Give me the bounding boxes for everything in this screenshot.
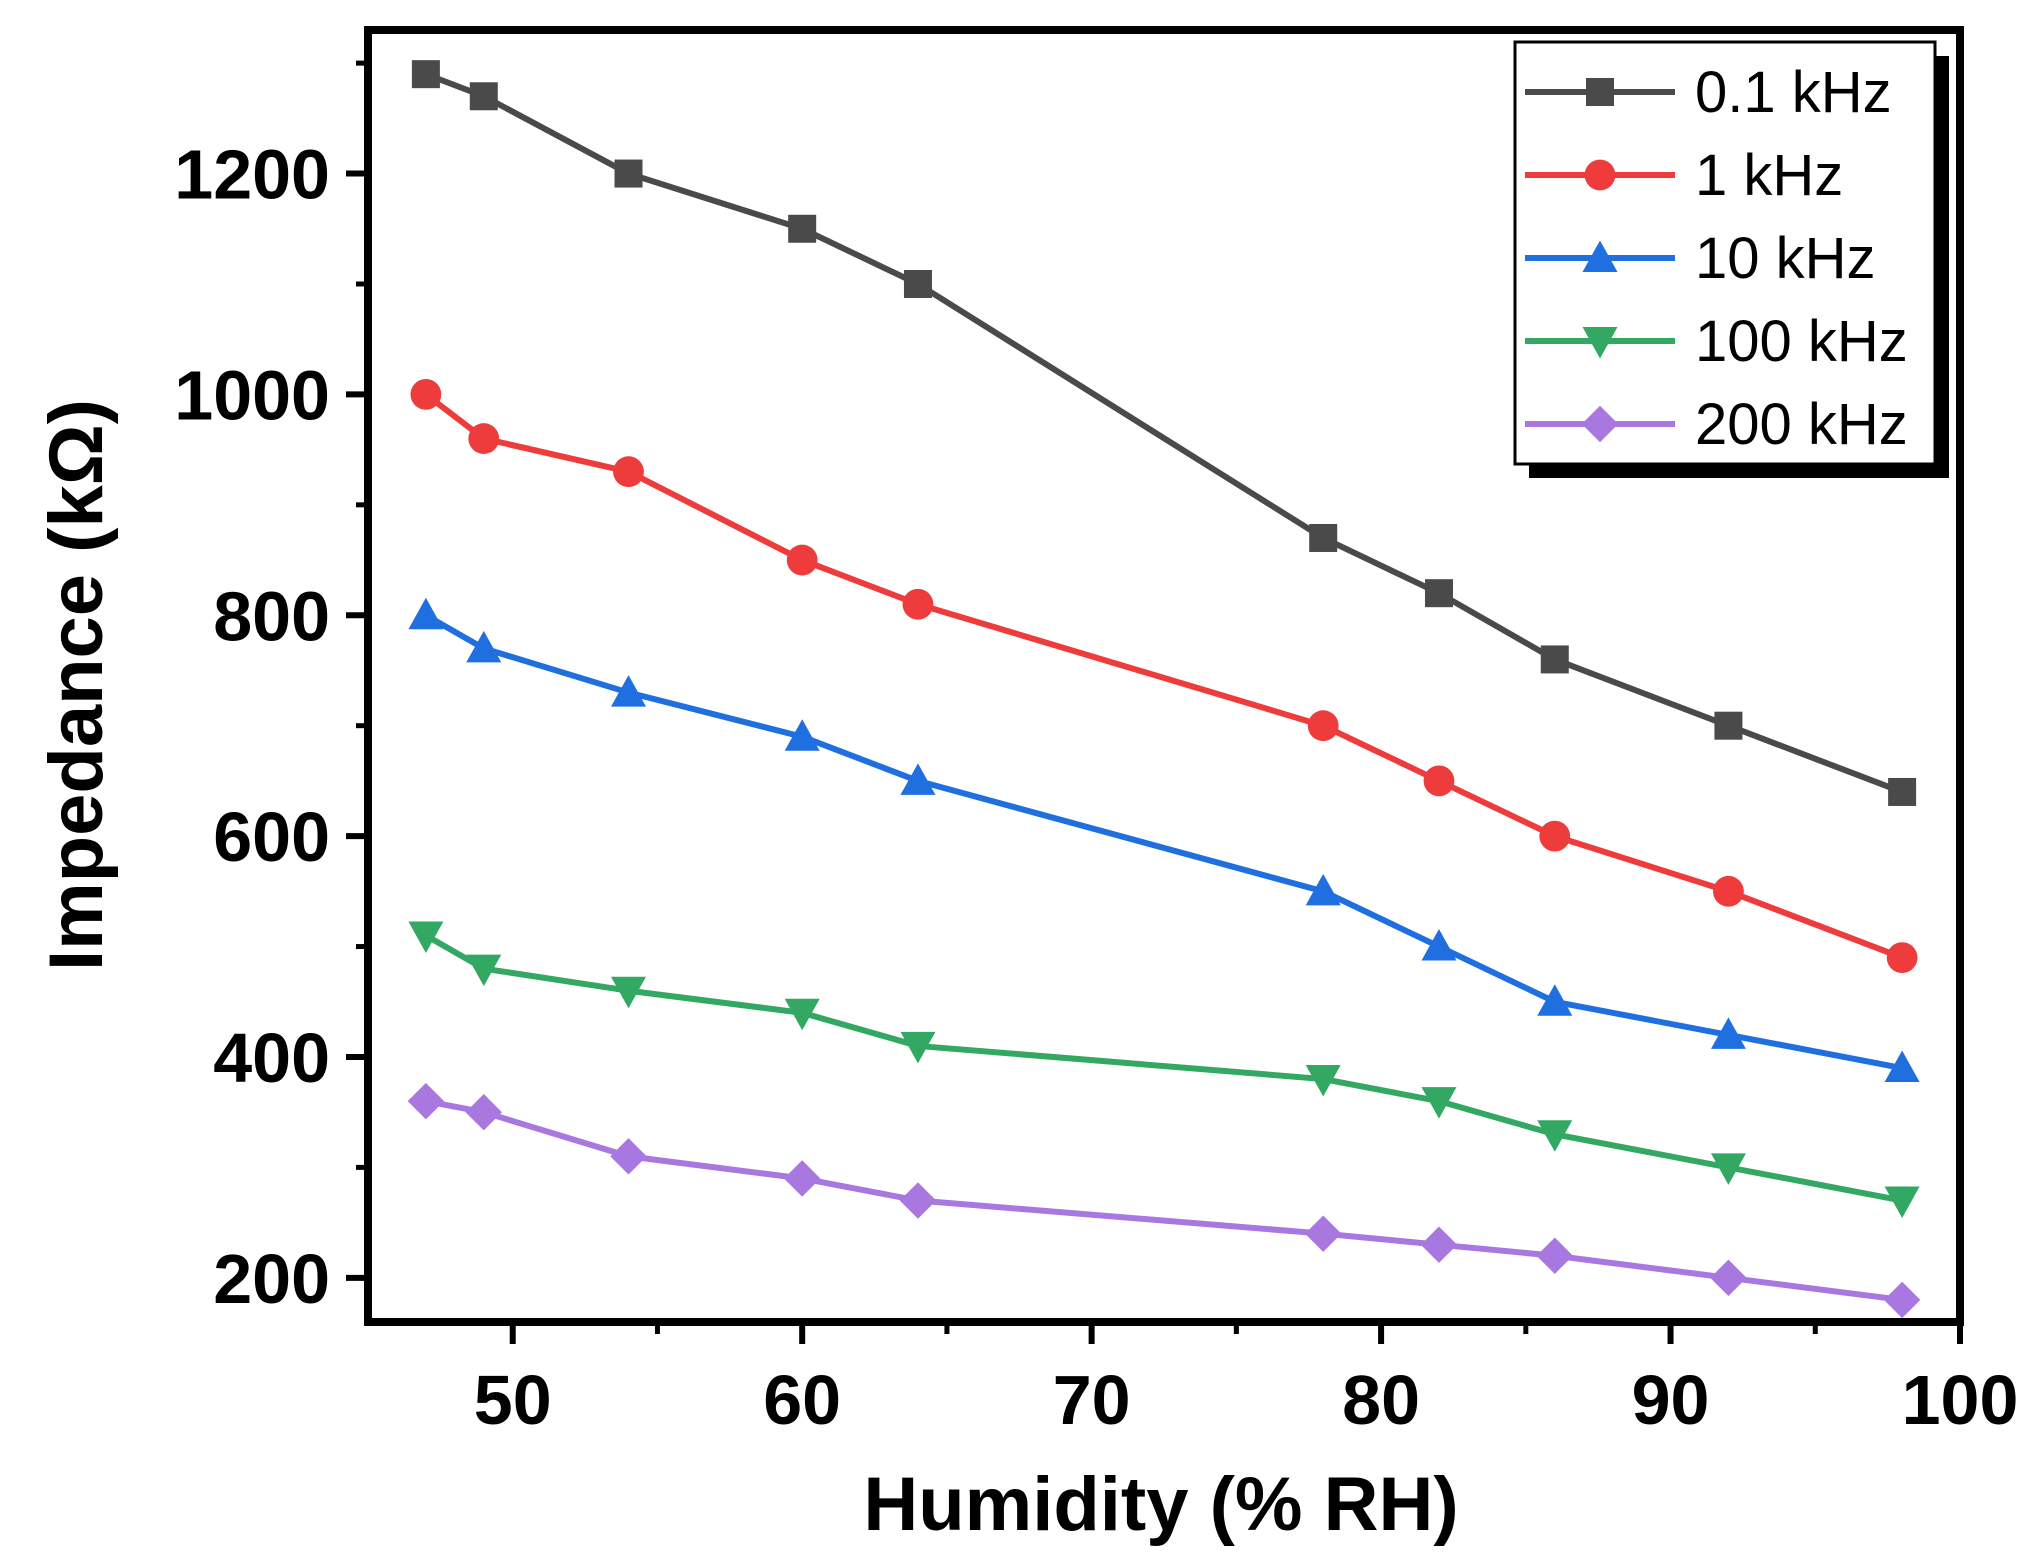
y-tick-label: 800 bbox=[213, 577, 330, 655]
series-10-khz bbox=[408, 597, 1920, 1083]
legend-box bbox=[1513, 40, 1937, 466]
x-axis-title: Humidity (% RH) bbox=[863, 1462, 1458, 1547]
data-point bbox=[411, 60, 440, 89]
data-point bbox=[784, 998, 820, 1031]
data-point bbox=[613, 456, 644, 488]
data-point bbox=[1421, 1087, 1457, 1119]
data-point bbox=[1713, 875, 1744, 907]
data-point bbox=[1710, 1017, 1746, 1049]
legend-entry: 0.1 kHz bbox=[1525, 60, 1892, 125]
series-0-1-khz bbox=[411, 60, 1917, 806]
data-point bbox=[614, 159, 643, 188]
data-point bbox=[788, 214, 817, 243]
data-point bbox=[1309, 523, 1338, 552]
legend-entry: 1 kHz bbox=[1525, 143, 1843, 208]
y-tick-label: 400 bbox=[213, 1019, 330, 1097]
y-tick-label: 1000 bbox=[174, 356, 330, 434]
data-point bbox=[1714, 711, 1743, 740]
data-point bbox=[899, 1182, 937, 1219]
x-tick-label: 60 bbox=[763, 1361, 841, 1439]
plot-frame bbox=[364, 26, 1964, 1326]
data-point bbox=[407, 1082, 445, 1120]
data-point bbox=[1886, 942, 1918, 973]
series-line bbox=[424, 392, 1904, 961]
data-point bbox=[1305, 1215, 1342, 1252]
data-point bbox=[902, 588, 934, 620]
legend-marker bbox=[1586, 78, 1614, 106]
data-point bbox=[611, 976, 647, 1009]
data-point bbox=[1883, 1281, 1921, 1319]
data-point bbox=[465, 1093, 502, 1131]
data-point bbox=[1305, 873, 1341, 906]
data-point bbox=[1540, 645, 1569, 674]
data-point bbox=[468, 423, 500, 454]
data-point bbox=[784, 719, 820, 751]
legend-marker bbox=[1582, 240, 1618, 272]
legend-entry: 100 kHz bbox=[1525, 309, 1908, 374]
x-tick-label: 80 bbox=[1342, 1361, 1420, 1439]
data-point bbox=[900, 763, 936, 795]
legend-entry: 200 kHz bbox=[1525, 392, 1908, 457]
legend-label: 0.1 kHz bbox=[1695, 60, 1892, 125]
data-point bbox=[611, 675, 647, 707]
y-axis-title: Impedance (kΩ) bbox=[34, 399, 119, 971]
data-point bbox=[1536, 1237, 1573, 1274]
data-point bbox=[786, 544, 818, 576]
axes-layer: 50 60 70 80 90 100 200 400 600 800 1000 1200 bbox=[174, 26, 2019, 1439]
series-line bbox=[424, 932, 1903, 1204]
data-point bbox=[408, 921, 444, 954]
data-point bbox=[900, 1031, 936, 1064]
series-layer bbox=[407, 60, 1921, 1319]
x-tick-label: 50 bbox=[474, 1361, 552, 1439]
data-point bbox=[469, 82, 498, 111]
data-point bbox=[1537, 1120, 1573, 1152]
data-point bbox=[610, 1138, 647, 1175]
series-100-khz bbox=[408, 921, 1920, 1219]
x-tick-label: 70 bbox=[1053, 1361, 1131, 1439]
legend-marker bbox=[1582, 327, 1618, 359]
legend-label: 1 kHz bbox=[1695, 143, 1843, 208]
data-point bbox=[783, 1160, 821, 1197]
data-point bbox=[1884, 1050, 1920, 1083]
data-point bbox=[1420, 1226, 1458, 1263]
x-tick-label: 100 bbox=[1902, 1361, 2019, 1439]
legend-layer: 0.1 kHz 1 kHz 10 kHz 100 kHz 200 kHz bbox=[1513, 40, 1949, 478]
legend-label: 100 kHz bbox=[1695, 309, 1908, 374]
x-tick-label: 90 bbox=[1632, 1361, 1710, 1439]
data-point bbox=[1888, 777, 1917, 806]
series-line bbox=[424, 71, 1904, 795]
series-1-khz bbox=[410, 379, 1918, 973]
data-point bbox=[1424, 579, 1453, 608]
legend-entry: 10 kHz bbox=[1525, 226, 1876, 291]
data-point bbox=[1710, 1259, 1747, 1297]
y-tick-label: 1200 bbox=[174, 136, 330, 214]
data-point bbox=[903, 269, 932, 298]
y-tick-label: 200 bbox=[213, 1240, 330, 1318]
data-point bbox=[1710, 1153, 1746, 1185]
legend-marker bbox=[1581, 405, 1619, 443]
data-point bbox=[1537, 984, 1573, 1016]
data-point bbox=[1539, 820, 1571, 852]
data-point bbox=[466, 630, 502, 663]
data-point bbox=[1421, 929, 1457, 961]
data-point bbox=[1423, 765, 1455, 797]
data-point bbox=[408, 597, 444, 630]
data-point bbox=[1305, 1065, 1341, 1097]
series-200-khz bbox=[407, 1082, 1921, 1319]
series-line bbox=[424, 612, 1903, 1071]
series-line bbox=[425, 1098, 1903, 1303]
data-point bbox=[466, 954, 502, 987]
data-point bbox=[1307, 710, 1339, 742]
data-point bbox=[1884, 1186, 1920, 1219]
data-point bbox=[410, 379, 442, 410]
legend-marker bbox=[1584, 159, 1616, 191]
legend-label: 10 kHz bbox=[1695, 226, 1876, 291]
legend-label: 200 kHz bbox=[1695, 392, 1908, 457]
y-tick-label: 600 bbox=[213, 798, 330, 876]
